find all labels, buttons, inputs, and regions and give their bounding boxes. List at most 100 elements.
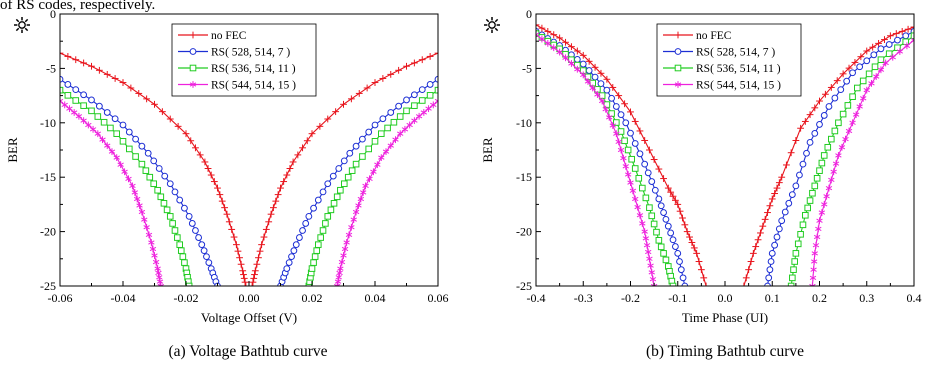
data-point xyxy=(150,157,158,165)
data-point xyxy=(352,142,360,150)
data-point-2 xyxy=(889,55,896,60)
data-point xyxy=(831,94,839,102)
data-point xyxy=(635,174,643,182)
data-point-2 xyxy=(341,246,349,252)
series-group xyxy=(536,21,914,286)
data-point-2 xyxy=(60,100,64,104)
legend-label: RS( 544, 514, 15 ) xyxy=(211,80,296,92)
data-point xyxy=(94,113,102,120)
data-point xyxy=(641,160,649,168)
data-point-2 xyxy=(828,177,835,183)
data-point xyxy=(80,102,87,109)
data-point-2 xyxy=(125,176,132,181)
data-point xyxy=(657,243,665,251)
data-point xyxy=(657,202,665,210)
data-point xyxy=(348,167,356,174)
data-point xyxy=(639,184,646,192)
data-point xyxy=(88,96,95,104)
data-point xyxy=(646,204,653,211)
legend-label: no FEC xyxy=(211,30,247,42)
data-point xyxy=(195,234,203,241)
data-point xyxy=(296,234,303,241)
data-point-2 xyxy=(823,194,830,199)
data-point xyxy=(160,200,168,207)
data-point xyxy=(650,220,658,228)
data-point xyxy=(387,109,395,116)
data-point xyxy=(346,149,354,157)
legend-entry-3: RS( 544, 514, 15 ) xyxy=(663,80,781,92)
series-3 xyxy=(536,31,914,286)
data-point xyxy=(308,265,316,272)
data-point xyxy=(324,180,332,188)
x-tick-label: -0.3 xyxy=(574,291,593,305)
data-point xyxy=(171,188,179,196)
data-point xyxy=(290,247,298,255)
data-point xyxy=(662,215,670,223)
data-point-2 xyxy=(136,203,143,208)
data-point-2 xyxy=(580,72,587,78)
y-tick-label: -5 xyxy=(46,61,56,75)
data-point-2 xyxy=(151,253,158,258)
x-tick-label: 0.06 xyxy=(428,291,449,305)
y-tick-label: -15 xyxy=(40,170,56,184)
data-point xyxy=(324,213,332,220)
data-point xyxy=(314,196,322,204)
x-axis-label: Time Phase (UI) xyxy=(682,310,768,325)
data-point xyxy=(144,149,152,157)
data-point xyxy=(660,209,667,216)
data-point-2 xyxy=(104,143,111,148)
legend-entry-1: RS( 528, 514, 7 ) xyxy=(178,47,290,59)
data-point xyxy=(395,102,403,110)
data-point xyxy=(185,212,193,220)
data-point-2 xyxy=(355,203,362,208)
data-point-1 xyxy=(536,32,540,36)
data-point xyxy=(176,241,183,248)
data-point xyxy=(200,247,208,255)
sun-core xyxy=(18,21,26,29)
x-tick-label: 0.3 xyxy=(859,291,874,305)
data-point xyxy=(627,129,634,137)
x-tick-label: -0.04 xyxy=(111,291,136,305)
data-point-2 xyxy=(602,107,609,112)
data-point xyxy=(820,112,828,119)
data-point xyxy=(642,194,650,202)
data-point-2 xyxy=(838,145,846,150)
data-point-2 xyxy=(129,183,136,189)
data-point-2 xyxy=(415,114,423,119)
data-point-2 xyxy=(642,236,650,241)
data-point xyxy=(329,172,337,180)
data-point-2 xyxy=(80,118,87,123)
data-point-2 xyxy=(617,147,625,153)
data-point xyxy=(340,180,348,188)
data-point-1 xyxy=(653,283,658,286)
data-point xyxy=(796,171,803,179)
data-point-2 xyxy=(352,209,360,215)
data-point-2 xyxy=(75,114,83,119)
figure-caption: (a) Voltage Bathtub curve xyxy=(168,343,327,360)
data-point xyxy=(434,86,438,94)
data-point-2 xyxy=(835,153,842,158)
data-point-2 xyxy=(613,131,620,136)
data-point xyxy=(674,249,682,257)
data-point xyxy=(787,282,795,286)
data-point xyxy=(803,149,810,157)
data-point-2 xyxy=(392,137,399,142)
x-tick-label: 0.4 xyxy=(907,291,922,305)
data-point-2 xyxy=(825,185,833,191)
data-point xyxy=(597,80,605,88)
legend-entry-3: RS( 544, 514, 15 ) xyxy=(178,80,296,92)
data-point xyxy=(863,57,871,65)
data-point xyxy=(828,135,835,143)
data-point xyxy=(157,193,165,201)
data-point xyxy=(854,84,861,92)
sun-ray xyxy=(15,27,20,32)
data-point xyxy=(132,153,139,160)
sun-ray xyxy=(24,27,29,32)
x-tick-label: -0.02 xyxy=(174,291,199,305)
data-point xyxy=(198,241,206,249)
sun-ray xyxy=(24,18,29,23)
data-point xyxy=(579,60,587,68)
data-point xyxy=(778,217,786,225)
data-point-2 xyxy=(649,277,657,282)
data-point xyxy=(138,142,146,150)
